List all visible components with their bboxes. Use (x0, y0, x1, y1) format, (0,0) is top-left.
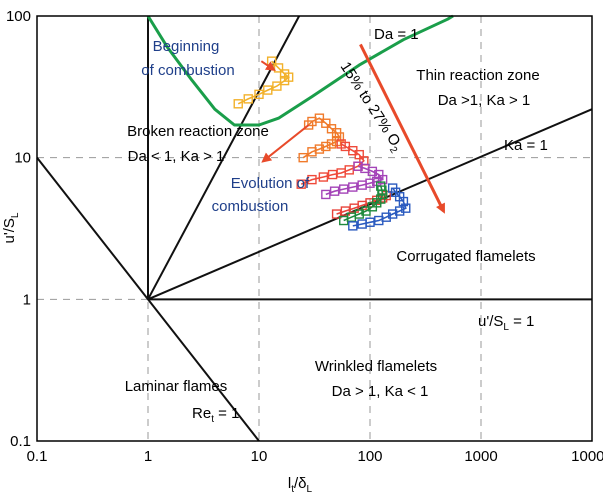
y-tick-label: 100 (6, 8, 31, 25)
data-point (331, 209, 342, 219)
y-tick-label: 1 (23, 291, 31, 308)
data-point (339, 184, 349, 194)
data-point (263, 85, 273, 95)
data-point (303, 120, 314, 130)
wrinkled-flamelets-condition: Da > 1, Ka < 1 (332, 383, 429, 400)
data-point (354, 209, 364, 219)
series-1 (298, 113, 345, 163)
data-point (394, 206, 405, 216)
re-t-1-label: Ret = 1 (192, 405, 239, 425)
data-point (321, 118, 331, 128)
data-point (344, 165, 354, 175)
annotation-arrow-1 (261, 124, 310, 163)
data-point (326, 139, 337, 149)
data-point (307, 174, 317, 185)
green-boundary-curve (146, 14, 454, 127)
series-3 (321, 161, 388, 200)
laminar-flames-label: Laminar flames (125, 378, 228, 395)
da-1-label: Da = 1 (374, 26, 419, 43)
beginning-annotation-line1: Beginning (153, 38, 220, 55)
thin-reaction-zone-condition: Da >1, Ka > 1 (438, 92, 531, 109)
data-point (321, 141, 331, 152)
data-point (329, 186, 340, 196)
evolution-annotation-line1: Evolution of (231, 175, 310, 192)
uprime-sl-1-label: u'/SL = 1 (478, 313, 534, 333)
x-tick-label: 1 (144, 448, 152, 465)
data-point (348, 221, 358, 231)
ka-curve (146, 14, 454, 127)
data-point (279, 69, 290, 79)
x-axis-title: lt/δL (288, 475, 313, 495)
data-point (336, 139, 346, 149)
plot-frame (36, 15, 593, 442)
corrugated-flamelets-label: Corrugated flamelets (396, 248, 535, 265)
data-series (233, 56, 411, 231)
beginning-annotation-line2: of combustion (141, 62, 234, 79)
x-tick-label: 0.1 (27, 448, 48, 465)
data-point (376, 181, 386, 191)
series-6 (348, 183, 411, 231)
x-tick-label: 1000 (464, 448, 497, 465)
data-point (326, 124, 337, 134)
data-point (348, 182, 358, 192)
data-point (353, 161, 363, 171)
data-point (314, 144, 325, 154)
thin-reaction-zone-label: Thin reaction zone (416, 67, 539, 84)
wrinkled-flamelets-label: Wrinkled flamelets (315, 358, 437, 375)
data-point (401, 203, 411, 213)
boundary-line-1 (147, 108, 593, 301)
data-point (254, 89, 264, 100)
data-point (321, 189, 331, 200)
data-point (387, 183, 398, 193)
data-point (365, 178, 375, 188)
series-0 (233, 56, 294, 109)
data-point (387, 209, 398, 219)
data-point (298, 152, 308, 163)
broken-reaction-zone-label: Broken reaction zone (127, 123, 269, 140)
data-point (318, 172, 329, 182)
y-axis-title: u'/SL (1, 212, 21, 243)
broken-reaction-zone-condition: Da < 1, Ka > 1 (128, 148, 225, 165)
y-tick-label: 0.1 (10, 433, 31, 450)
annotation-arrow-2 (359, 43, 445, 214)
y-tick-label: 10 (14, 150, 31, 167)
annotation-arrows (260, 43, 445, 214)
data-point (296, 179, 306, 189)
data-point (381, 212, 391, 222)
data-point (243, 94, 253, 104)
data-point (360, 163, 370, 174)
evolution-annotation-line2: combustion (212, 198, 289, 215)
data-point (233, 99, 243, 109)
x-tick-label: 100 (357, 448, 382, 465)
annotation-arrow-0 (260, 60, 276, 72)
data-point (340, 206, 351, 216)
ka-1-label: Ka = 1 (504, 137, 548, 154)
data-point (272, 81, 282, 91)
data-point (365, 217, 375, 227)
data-point (374, 169, 384, 180)
x-tick-label: 10 (251, 448, 268, 465)
series-5 (339, 181, 388, 226)
